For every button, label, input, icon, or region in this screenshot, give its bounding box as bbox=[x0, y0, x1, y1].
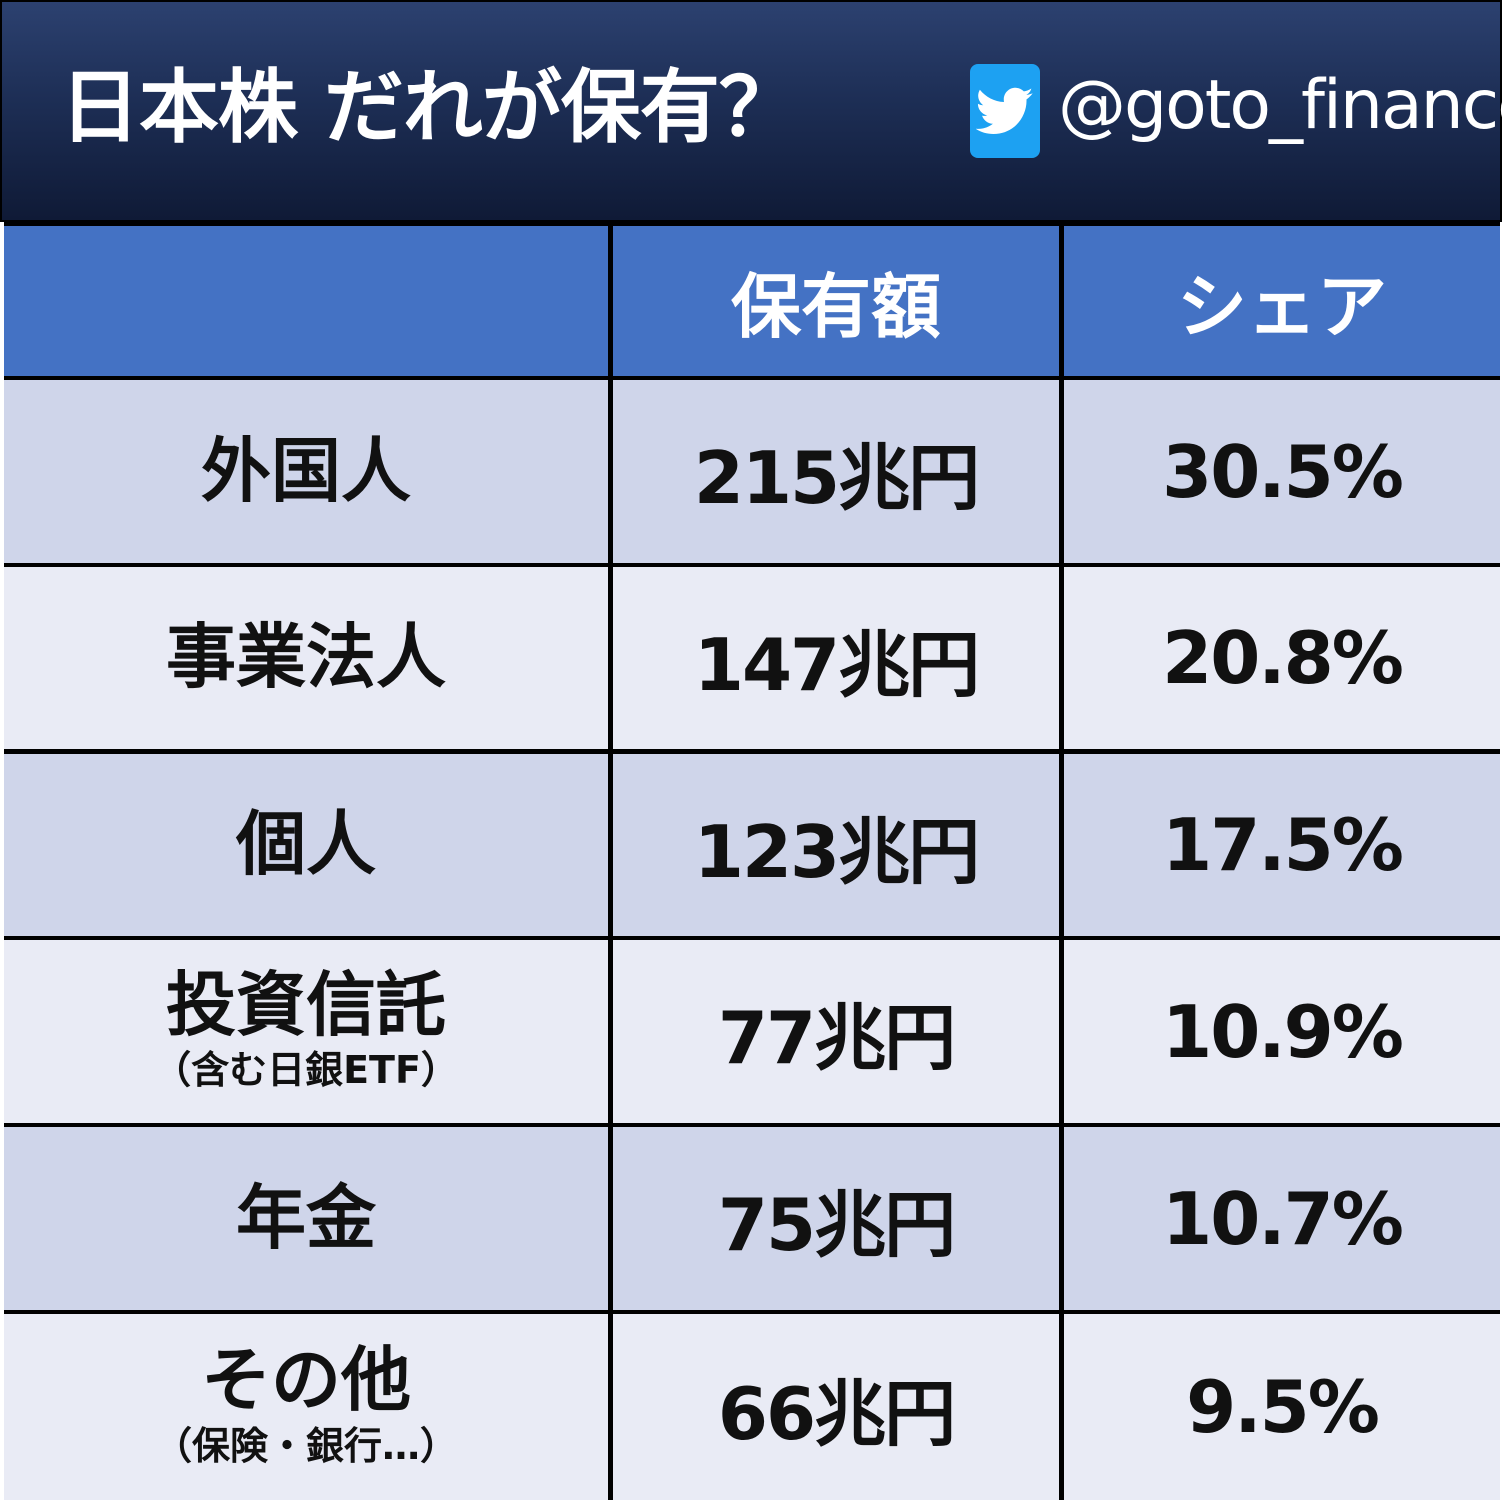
row-share: 9.5% bbox=[1064, 1314, 1500, 1500]
row-amount: 75兆円 bbox=[613, 1127, 1059, 1310]
column-header-blank bbox=[4, 226, 608, 376]
twitter-icon bbox=[970, 64, 1040, 158]
row-label-cell: その他 （保険・銀行…） bbox=[4, 1314, 608, 1500]
row-label-cell: 個人 bbox=[4, 754, 608, 936]
row-share: 30.5% bbox=[1064, 380, 1500, 563]
row-label: 外国人 bbox=[201, 429, 411, 512]
header-banner: 日本株 だれが保有？ @goto_finance bbox=[0, 0, 1502, 222]
row-label-cell: 事業法人 bbox=[4, 567, 608, 749]
row-sublabel: （保険・銀行…） bbox=[153, 1423, 458, 1468]
row-label-cell: 投資信託 （含む日銀ETF） bbox=[4, 940, 608, 1123]
row-label: その他 bbox=[201, 1339, 411, 1422]
row-label-cell: 年金 bbox=[4, 1127, 608, 1310]
row-label-cell: 外国人 bbox=[4, 380, 608, 563]
row-share: 17.5% bbox=[1064, 754, 1500, 936]
row-label: 事業法人 bbox=[166, 616, 446, 699]
row-sublabel: （含む日銀ETF） bbox=[153, 1048, 459, 1093]
row-share: 10.9% bbox=[1064, 940, 1500, 1123]
row-amount: 123兆円 bbox=[613, 754, 1059, 936]
row-amount: 215兆円 bbox=[613, 380, 1059, 563]
column-header-amount: 保有額 bbox=[613, 226, 1059, 376]
twitter-handle: @goto_finance bbox=[1058, 66, 1502, 145]
row-amount: 147兆円 bbox=[613, 567, 1059, 749]
row-label: 年金 bbox=[236, 1176, 376, 1259]
page-title: 日本株 だれが保有？ bbox=[60, 61, 799, 154]
twitter-bird-icon bbox=[976, 87, 1034, 134]
column-header-share: シェア bbox=[1064, 226, 1500, 376]
holdings-table: 保有額 シェア 外国人 215兆円 30.5% 事業法人 147兆円 20.8%… bbox=[4, 222, 1500, 1500]
row-amount: 66兆円 bbox=[613, 1314, 1059, 1500]
row-amount: 77兆円 bbox=[613, 940, 1059, 1123]
row-share: 10.7% bbox=[1064, 1127, 1500, 1310]
row-label: 投資信託 bbox=[166, 963, 446, 1046]
row-label: 個人 bbox=[236, 803, 376, 886]
row-share: 20.8% bbox=[1064, 567, 1500, 749]
